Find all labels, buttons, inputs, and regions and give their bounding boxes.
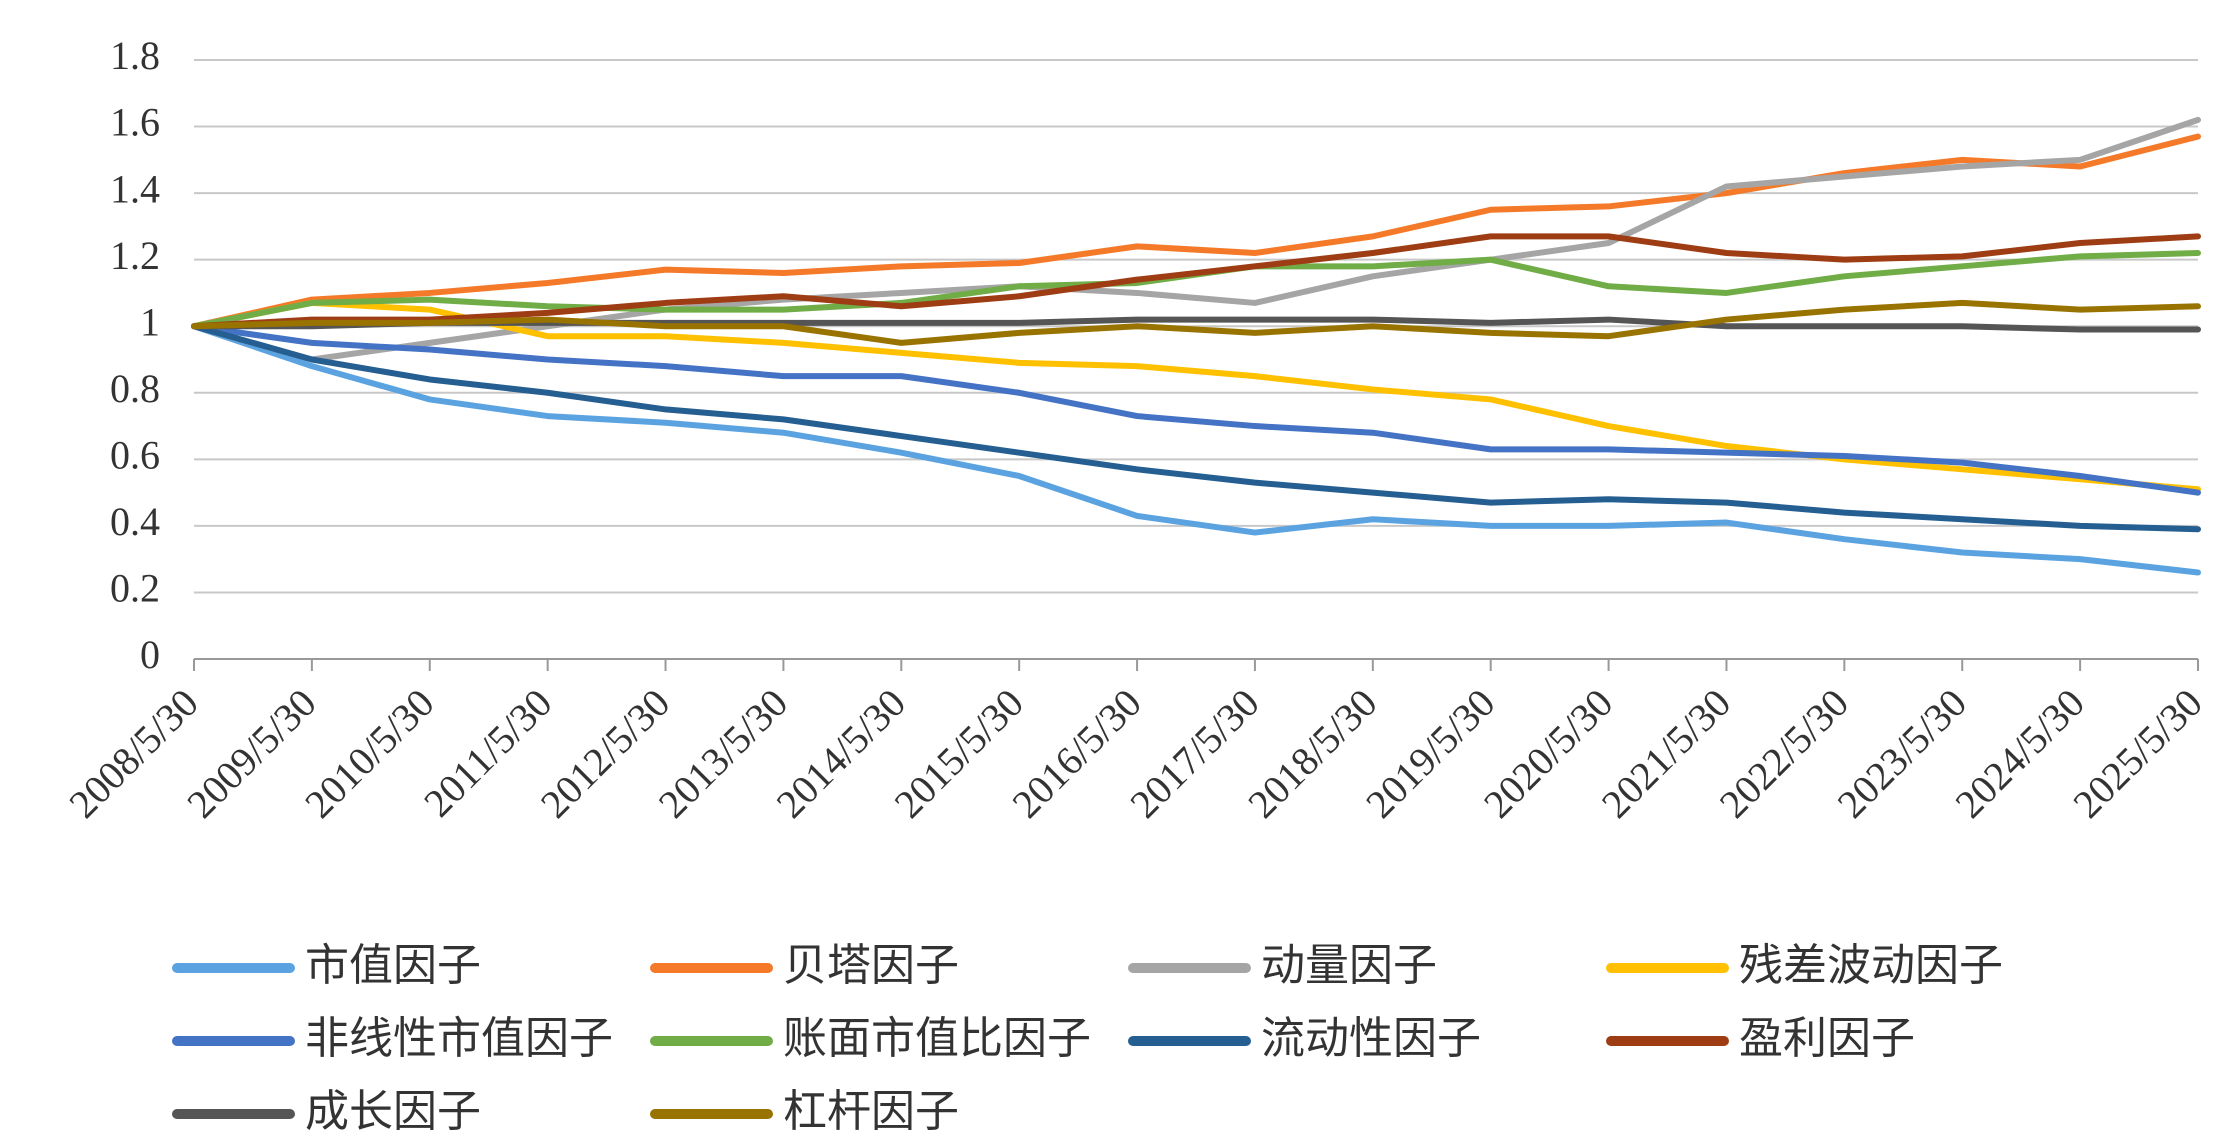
x-tick-label: 2024/5/30 [1946, 680, 2093, 827]
legend-label: 杠杆因子 [783, 1086, 959, 1136]
x-tick-label: 2022/5/30 [1711, 680, 1858, 827]
series-line [191, 133, 2201, 330]
y-tick-label: 0 [140, 632, 160, 677]
legend-label: 账面市值比因子 [783, 1013, 1091, 1064]
x-tick-label: 2013/5/30 [650, 680, 797, 827]
legend-label: 残差波动因子 [1739, 940, 2003, 991]
series-line [191, 299, 2201, 346]
series-line [191, 323, 2201, 576]
x-tick-label: 2008/5/30 [60, 680, 207, 827]
x-tick-label: 2025/5/30 [2064, 680, 2211, 827]
legend-label: 动量因子 [1261, 940, 1437, 991]
x-tick-label: 2014/5/30 [768, 680, 915, 827]
legend-label: 非线性市值因子 [305, 1013, 613, 1064]
x-tick-label: 2016/5/30 [1003, 680, 1150, 827]
y-tick-label: 1.6 [110, 100, 160, 145]
y-tick-label: 0.8 [110, 366, 160, 411]
legend-label: 成长因子 [305, 1086, 481, 1136]
x-tick-label: 2020/5/30 [1475, 680, 1622, 827]
x-tick-label: 2011/5/30 [415, 680, 560, 825]
y-tick-label: 0.6 [110, 433, 160, 478]
legend-label: 盈利因子 [1739, 1013, 1915, 1064]
x-tick-label: 2021/5/30 [1593, 680, 1740, 827]
y-tick-label: 1.2 [110, 233, 160, 278]
x-tick-label: 2012/5/30 [532, 680, 679, 827]
series-line [191, 323, 2201, 496]
legend-label: 贝塔因子 [783, 940, 959, 991]
y-tick-label: 1.8 [110, 33, 160, 78]
legend-label: 流动性因子 [1261, 1013, 1481, 1064]
series-line [191, 299, 2201, 493]
x-tick-label: 2019/5/30 [1357, 680, 1504, 827]
x-tick-label: 2017/5/30 [1121, 680, 1268, 827]
y-tick-label: 1.4 [110, 166, 160, 211]
y-tick-label: 0.4 [110, 499, 160, 544]
x-tick-label: 2018/5/30 [1239, 680, 1386, 827]
x-tick-label: 2009/5/30 [178, 680, 325, 827]
x-tick-label: 2010/5/30 [296, 680, 443, 827]
y-tick-label: 1 [140, 299, 160, 344]
legend-label: 市值因子 [305, 940, 481, 991]
x-tick-label: 2015/5/30 [885, 680, 1032, 827]
series-line [191, 323, 2201, 533]
series-line [191, 233, 2201, 330]
x-tick-label: 2023/5/30 [1829, 680, 1976, 827]
y-tick-label: 0.2 [110, 566, 160, 611]
